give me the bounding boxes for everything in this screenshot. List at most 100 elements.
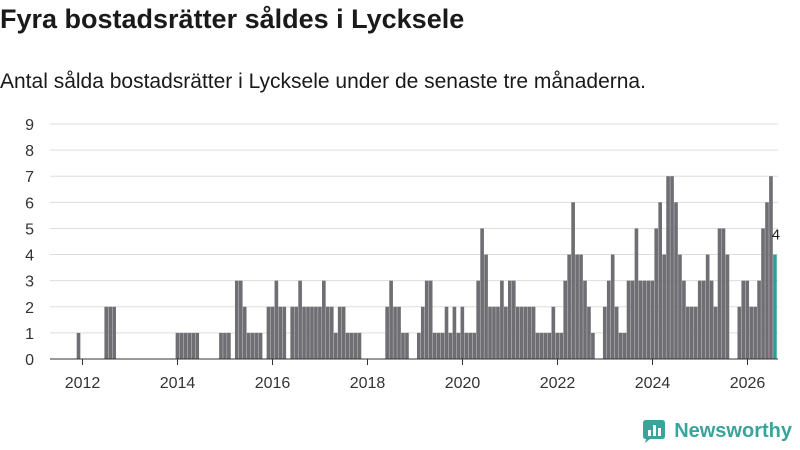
bar (678, 254, 682, 359)
bar (642, 280, 647, 359)
y-tick-label: 1 (25, 326, 34, 343)
bar (329, 306, 334, 359)
bar (270, 306, 275, 359)
x-tick-label: 2026 (730, 375, 766, 392)
x-tick-label: 2016 (255, 375, 291, 392)
newsworthy-logo-icon (643, 420, 666, 443)
bar (294, 306, 298, 359)
bar (278, 306, 283, 359)
latest-value-label: 4 (772, 227, 780, 244)
bar (563, 280, 568, 359)
bar (385, 306, 389, 359)
bar (393, 306, 397, 359)
x-tick-label: 2022 (540, 375, 576, 392)
bar (341, 306, 346, 359)
bar (318, 306, 322, 359)
brand-footer[interactable]: Newsworthy (641, 418, 792, 444)
bar (432, 332, 437, 359)
bar (274, 280, 279, 359)
bar (104, 306, 109, 359)
bar (745, 280, 750, 359)
y-tick-label: 3 (25, 274, 34, 291)
bar (223, 332, 227, 359)
bar (626, 280, 631, 359)
bar (539, 332, 544, 359)
y-tick-label: 0 (25, 352, 34, 369)
bar (543, 332, 548, 359)
bar (353, 332, 358, 359)
bar (701, 280, 706, 359)
bar (250, 332, 255, 359)
y-tick-label: 7 (25, 169, 34, 186)
bar (610, 254, 615, 359)
bar (258, 332, 263, 359)
bar (761, 228, 765, 359)
chart-subtitle: Antal sålda bostadsrätter i Lycksele und… (0, 70, 646, 93)
y-tick-label: 9 (25, 117, 34, 134)
bar (674, 202, 678, 359)
bar (622, 332, 627, 359)
bar (551, 306, 556, 359)
bar (484, 254, 488, 359)
bar (547, 332, 552, 359)
bar (428, 280, 433, 359)
bar (448, 332, 453, 359)
bar (290, 306, 295, 359)
bar (658, 202, 662, 359)
bar (282, 306, 287, 359)
bar (634, 228, 639, 359)
bar (705, 254, 710, 359)
bar-latest (773, 254, 777, 359)
bar (436, 332, 441, 359)
bar (420, 306, 425, 359)
bar (480, 228, 484, 359)
bar (721, 228, 726, 359)
bar (183, 332, 188, 359)
x-tick-label: 2012 (65, 375, 101, 392)
bar (686, 306, 690, 359)
chart-title: Fyra bostadsrätter såldes i Lycksele (0, 4, 465, 34)
bar (749, 306, 753, 359)
bar (717, 228, 722, 359)
bar (670, 176, 674, 359)
bar (666, 176, 670, 359)
bar (488, 306, 492, 359)
bar (452, 306, 457, 359)
x-tick-label: 2018 (350, 375, 386, 392)
bar (571, 202, 575, 359)
bar (693, 306, 698, 359)
bar (630, 280, 635, 359)
bar (535, 332, 540, 359)
bar (219, 332, 223, 359)
bar (310, 306, 314, 359)
bar (606, 280, 611, 359)
bar (492, 306, 496, 359)
bar (650, 280, 655, 359)
bar (416, 332, 421, 359)
bar (654, 228, 659, 359)
bar (500, 280, 504, 359)
bar (476, 280, 480, 359)
bar (76, 332, 81, 359)
bar (527, 306, 532, 359)
bar (234, 280, 239, 359)
bar (306, 306, 310, 359)
bar (741, 280, 746, 359)
bar (179, 332, 184, 359)
bar (504, 306, 508, 359)
bar (555, 332, 560, 359)
bar (314, 306, 318, 359)
bar (523, 306, 528, 359)
bar (583, 280, 587, 359)
x-tick-label: 2024 (635, 375, 671, 392)
bar (460, 306, 465, 359)
y-tick-label: 8 (25, 143, 34, 160)
bar (246, 332, 251, 359)
bar (618, 332, 623, 359)
bar (464, 332, 469, 359)
bar (357, 332, 362, 359)
bar (769, 176, 773, 359)
bar (575, 254, 579, 359)
bar (713, 306, 718, 359)
